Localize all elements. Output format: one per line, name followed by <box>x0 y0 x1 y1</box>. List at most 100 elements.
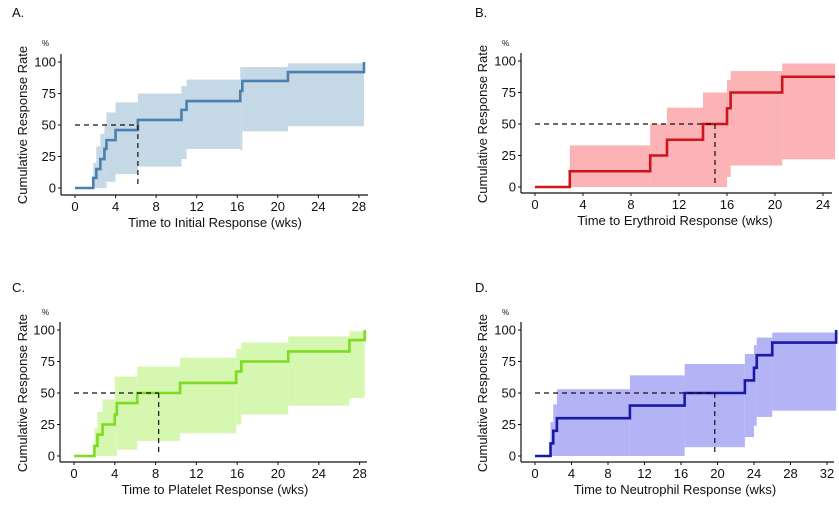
panel-b: 0 25 50 75 100 0 4 8 12 16 20 24 Time to Erythroid R… <box>475 5 835 228</box>
ci-band-segment <box>288 336 350 406</box>
ci-band-segment <box>556 389 630 456</box>
ci-band-segment <box>241 342 289 415</box>
y-tick-label: 0 <box>509 180 516 195</box>
y-tick-label: 100 <box>33 323 55 338</box>
ci-band-segment <box>236 348 242 425</box>
x-axis-title: Time to Initial Response (wks) <box>128 215 302 230</box>
ci-band-segment <box>569 145 651 187</box>
x-tick-label: 0 <box>71 199 78 214</box>
y-axis-title: Cumulative Response Rate <box>15 314 30 472</box>
y-unit-label: % <box>502 308 509 317</box>
x-tick-label: 4 <box>568 466 575 481</box>
y-tick-label: 50 <box>42 118 56 133</box>
y-tick-label: 100 <box>494 54 516 69</box>
x-axis-title: Time to Platelet Response (wks) <box>122 482 309 497</box>
y-tick-label: 25 <box>42 149 56 164</box>
y-tick-label: 100 <box>34 55 56 70</box>
ci-band-segment <box>242 67 288 132</box>
y-tick-label: 50 <box>41 386 55 401</box>
ci-band-segment <box>240 67 243 151</box>
x-tick-label: 16 <box>230 199 244 214</box>
x-tick-label: 4 <box>579 197 586 212</box>
y-tick-label: 50 <box>502 386 516 401</box>
y-tick-label: 25 <box>502 148 516 163</box>
y-axis-title: Cumulative Response Rate <box>475 314 490 472</box>
x-tick-label: 20 <box>271 199 285 214</box>
x-tick-label: 28 <box>783 466 797 481</box>
x-tick-label: 0 <box>531 197 538 212</box>
panel-label: C. <box>12 280 25 295</box>
y-unit-label: % <box>502 39 509 48</box>
y-tick-label: 75 <box>502 354 516 369</box>
x-tick-label: 4 <box>111 466 118 481</box>
y-tick-label: 0 <box>49 181 56 196</box>
x-tick-label: 16 <box>720 197 734 212</box>
ci-band-segment <box>629 375 685 456</box>
y-axis-title: Cumulative Response Rate <box>475 45 490 203</box>
x-tick-label: 20 <box>710 466 724 481</box>
panel-d: 0 25 50 75 100 0 4 8 12 16 20 24 28 32 Time to Neutrop… <box>475 280 838 497</box>
x-tick-label: 8 <box>152 466 159 481</box>
ci-band-segment <box>756 337 773 417</box>
y-tick-label: 0 <box>509 449 516 464</box>
ci-band-segment <box>94 428 98 456</box>
y-tick-label: 100 <box>494 323 516 338</box>
x-tick-label: 20 <box>768 197 782 212</box>
ci-band-segment <box>727 79 731 177</box>
x-tick-label: 24 <box>312 466 326 481</box>
ci-band-segment <box>782 63 835 160</box>
x-tick-label: 8 <box>153 199 160 214</box>
ci-band-segment <box>186 79 241 149</box>
y-axis-title: Cumulative Response Rate <box>15 46 30 204</box>
ci-band-segment <box>102 399 115 456</box>
x-tick-label: 24 <box>311 199 325 214</box>
ci-band-segment <box>137 93 182 167</box>
ci-band-segment <box>93 162 97 188</box>
y-tick-label: 75 <box>502 85 516 100</box>
panel-a: 0 25 50 75 100 0 4 8 12 16 20 24 28 Time to Initial R… <box>12 5 368 230</box>
y-tick-label: 50 <box>502 117 516 132</box>
x-tick-label: 16 <box>230 466 244 481</box>
ci-band-segment <box>115 102 138 175</box>
ci-band-segment <box>100 133 105 188</box>
x-tick-label: 12 <box>637 466 651 481</box>
ci-band-segment <box>667 107 703 187</box>
x-tick-label: 0 <box>531 466 538 481</box>
x-axis-title: Time to Neutrophil Response (wks) <box>574 482 777 497</box>
x-tick-label: 12 <box>189 199 203 214</box>
y-tick-label: 25 <box>502 417 516 432</box>
panel-c: 0 25 50 75 100 0 4 8 12 16 20 24 28 Time to Platelet … <box>12 280 367 497</box>
x-tick-label: 20 <box>271 466 285 481</box>
response-curve <box>535 330 838 458</box>
y-unit-label: % <box>42 39 49 48</box>
response-curve <box>535 75 835 189</box>
y-tick-label: 0 <box>48 449 55 464</box>
x-tick-label: 8 <box>627 197 634 212</box>
ci-band-segment <box>287 63 364 127</box>
y-unit-label: % <box>42 308 49 317</box>
y-tick-label: 75 <box>41 354 55 369</box>
ci-band-segment <box>180 357 237 434</box>
ci-band-segment <box>181 85 187 160</box>
y-tick-label: 25 <box>41 417 55 432</box>
ci-band-segment <box>772 332 837 411</box>
panel-label: B. <box>475 5 487 20</box>
ci-band-segment <box>550 421 554 456</box>
ci-band-segment <box>754 345 757 426</box>
ci-band-segment <box>96 146 101 188</box>
x-tick-label: 24 <box>816 197 830 212</box>
ci-band-segment <box>116 376 138 450</box>
ci-band-segment <box>744 353 754 438</box>
x-tick-label: 28 <box>352 466 366 481</box>
x-axis-title: Time to Erythroid Response (wks) <box>577 213 772 228</box>
panel-label: D. <box>475 280 488 295</box>
x-tick-label: 32 <box>820 466 834 481</box>
x-tick-label: 16 <box>674 466 688 481</box>
x-tick-label: 12 <box>672 197 686 212</box>
y-tick-label: 75 <box>42 86 56 101</box>
x-tick-label: 8 <box>604 466 611 481</box>
x-tick-label: 4 <box>112 199 119 214</box>
ci-band-segment <box>106 112 116 182</box>
response-curve <box>75 62 366 190</box>
